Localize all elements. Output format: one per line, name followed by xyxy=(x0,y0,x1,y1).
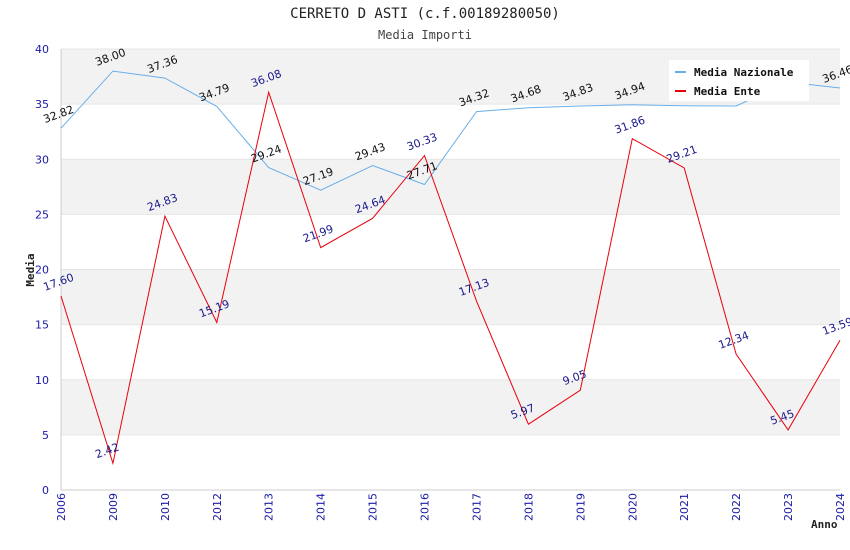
x-tick-label: 2006 xyxy=(55,493,68,521)
y-tick-label: 35 xyxy=(35,98,49,111)
x-tick-label: 2009 xyxy=(107,493,120,521)
grid-band xyxy=(61,269,840,325)
grid-band xyxy=(61,434,840,490)
grid-band xyxy=(61,104,840,160)
x-tick-label: 2010 xyxy=(159,493,172,521)
chart-title: CERRETO D ASTI (c.f.00189280050) xyxy=(290,6,560,22)
grid-band xyxy=(61,324,840,380)
axes xyxy=(60,49,840,491)
grid-band xyxy=(61,159,840,215)
y-tick-label: 30 xyxy=(35,153,49,166)
x-tick-label: 2015 xyxy=(367,493,380,521)
x-tick-label: 2018 xyxy=(522,493,535,521)
legend: Media Nazionale Media Ente xyxy=(669,60,809,101)
grid-bands xyxy=(61,48,840,491)
y-tick-label: 10 xyxy=(35,374,49,387)
series-lines xyxy=(60,70,841,466)
x-tick-label: 2016 xyxy=(419,493,432,521)
x-tick-label: 2020 xyxy=(626,493,639,521)
chart-subtitle: Media Importi xyxy=(378,28,472,42)
x-tick-label: 2022 xyxy=(730,493,743,521)
x-tick-label: 2012 xyxy=(211,493,224,521)
x-tick-label: 2017 xyxy=(470,493,483,521)
x-axis-label: Anno xyxy=(811,518,838,531)
x-tick-labels: 2006 2009 2010 2012 2013 2014 2015 2016 2017 2018… xyxy=(55,493,847,521)
legend-box xyxy=(669,60,809,101)
x-tick-label: 2021 xyxy=(678,493,691,521)
series-line-media-nazionale xyxy=(60,70,841,191)
x-tick-label: 2014 xyxy=(315,493,328,521)
y-tick-label: 0 xyxy=(42,484,49,497)
x-tick-label: 2013 xyxy=(263,493,276,521)
y-tick-labels: 0 5 10 15 20 25 30 35 40 xyxy=(35,43,49,497)
y-tick-label: 15 xyxy=(35,319,49,332)
grid-band xyxy=(61,379,840,435)
y-tick-label: 5 xyxy=(42,429,49,442)
y-tick-label: 25 xyxy=(35,208,49,221)
legend-label-media-nazionale: Media Nazionale xyxy=(694,66,794,79)
legend-label-media-ente: Media Ente xyxy=(694,85,761,98)
y-axis-label: Media xyxy=(24,253,37,286)
y-tick-label: 40 xyxy=(35,43,49,56)
series-line-media-ente xyxy=(60,90,841,466)
x-tick-label: 2023 xyxy=(782,493,795,521)
y-tick-label: 20 xyxy=(35,264,49,277)
x-tick-label: 2024 xyxy=(834,493,847,521)
x-tick-label: 2019 xyxy=(574,493,587,521)
